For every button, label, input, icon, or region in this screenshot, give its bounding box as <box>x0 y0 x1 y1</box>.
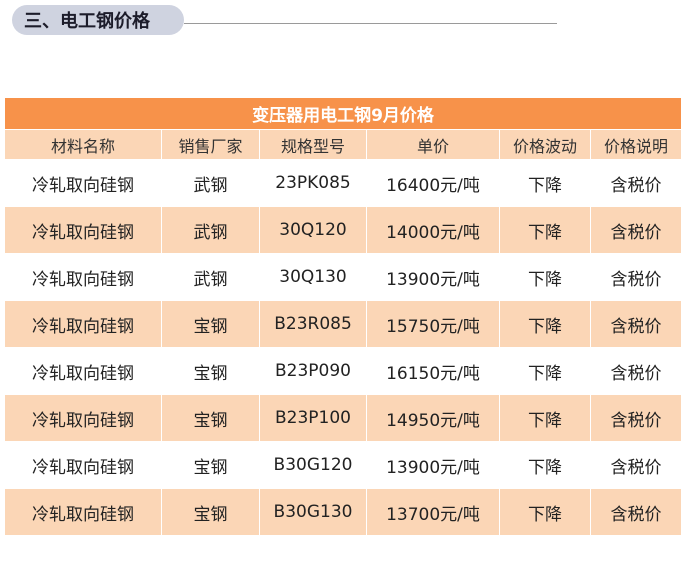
cell-price: 14950元/吨 <box>366 394 500 442</box>
column-header-material: 材料名称 <box>4 129 162 160</box>
cell-model: B30G130 <box>259 488 367 536</box>
cell-model: B23P090 <box>259 347 367 395</box>
cell-maker: 宝钢 <box>161 347 260 395</box>
cell-maker: 宝钢 <box>161 300 260 348</box>
cell-model: 30Q120 <box>259 206 367 254</box>
section-title: 三、电工钢价格 <box>12 5 184 35</box>
cell-model: B23R085 <box>259 300 367 348</box>
cell-note: 含税价 <box>589 206 683 254</box>
column-header-model: 规格型号 <box>259 129 367 160</box>
cell-trend: 下降 <box>499 394 591 442</box>
table-row: 冷轧取向硅钢 武钢 30Q120 14000元/吨 下降 含税价 <box>4 206 683 254</box>
cell-trend: 下降 <box>499 253 591 301</box>
column-header-price: 单价 <box>366 129 500 160</box>
cell-maker: 宝钢 <box>161 394 260 442</box>
cell-maker: 武钢 <box>161 253 260 301</box>
cell-note: 含税价 <box>589 394 683 442</box>
section-divider <box>184 23 557 24</box>
cell-model: 23PK085 <box>259 159 367 207</box>
cell-trend: 下降 <box>499 347 591 395</box>
table-row: 冷轧取向硅钢 宝钢 B30G130 13700元/吨 下降 含税价 <box>4 488 683 536</box>
cell-price: 13900元/吨 <box>366 253 500 301</box>
cell-material: 冷轧取向硅钢 <box>4 347 162 395</box>
cell-note: 含税价 <box>589 300 683 348</box>
cell-price: 13700元/吨 <box>366 488 500 536</box>
cell-model: B23P100 <box>259 394 367 442</box>
cell-material: 冷轧取向硅钢 <box>4 300 162 348</box>
cell-material: 冷轧取向硅钢 <box>4 206 162 254</box>
cell-maker: 宝钢 <box>161 488 260 536</box>
cell-material: 冷轧取向硅钢 <box>4 488 162 536</box>
cell-trend: 下降 <box>499 300 591 348</box>
cell-note: 含税价 <box>589 159 683 207</box>
cell-trend: 下降 <box>499 159 591 207</box>
cell-model: B30G120 <box>259 441 367 489</box>
column-header-maker: 销售厂家 <box>161 129 260 160</box>
table-header-row: 材料名称 销售厂家 规格型号 单价 价格波动 价格说明 <box>4 129 683 160</box>
cell-maker: 武钢 <box>161 159 260 207</box>
cell-price: 14000元/吨 <box>366 206 500 254</box>
cell-material: 冷轧取向硅钢 <box>4 159 162 207</box>
cell-price: 16150元/吨 <box>366 347 500 395</box>
cell-trend: 下降 <box>499 488 591 536</box>
price-table: 变压器用电工钢9月价格 材料名称 销售厂家 规格型号 单价 价格波动 价格说明 … <box>3 97 683 536</box>
table-row: 冷轧取向硅钢 宝钢 B23R085 15750元/吨 下降 含税价 <box>4 300 683 348</box>
table-row: 冷轧取向硅钢 武钢 23PK085 16400元/吨 下降 含税价 <box>4 159 683 207</box>
cell-model: 30Q130 <box>259 253 367 301</box>
cell-maker: 宝钢 <box>161 441 260 489</box>
cell-price: 15750元/吨 <box>366 300 500 348</box>
table-row: 冷轧取向硅钢 宝钢 B23P100 14950元/吨 下降 含税价 <box>4 394 683 442</box>
cell-price: 13900元/吨 <box>366 441 500 489</box>
cell-note: 含税价 <box>589 488 683 536</box>
cell-trend: 下降 <box>499 206 591 254</box>
table-row: 冷轧取向硅钢 宝钢 B30G120 13900元/吨 下降 含税价 <box>4 441 683 489</box>
cell-material: 冷轧取向硅钢 <box>4 394 162 442</box>
column-header-note: 价格说明 <box>589 129 683 160</box>
cell-material: 冷轧取向硅钢 <box>4 253 162 301</box>
cell-note: 含税价 <box>589 253 683 301</box>
cell-price: 16400元/吨 <box>366 159 500 207</box>
cell-maker: 武钢 <box>161 206 260 254</box>
table-title: 变压器用电工钢9月价格 <box>3 97 683 130</box>
table-title-row: 变压器用电工钢9月价格 <box>3 97 683 130</box>
column-header-trend: 价格波动 <box>499 129 591 160</box>
table-row: 冷轧取向硅钢 武钢 30Q130 13900元/吨 下降 含税价 <box>4 253 683 301</box>
cell-note: 含税价 <box>589 441 683 489</box>
cell-trend: 下降 <box>499 441 591 489</box>
table-row: 冷轧取向硅钢 宝钢 B23P090 16150元/吨 下降 含税价 <box>4 347 683 395</box>
section-header: 三、电工钢价格 <box>12 5 557 37</box>
cell-note: 含税价 <box>589 347 683 395</box>
cell-material: 冷轧取向硅钢 <box>4 441 162 489</box>
